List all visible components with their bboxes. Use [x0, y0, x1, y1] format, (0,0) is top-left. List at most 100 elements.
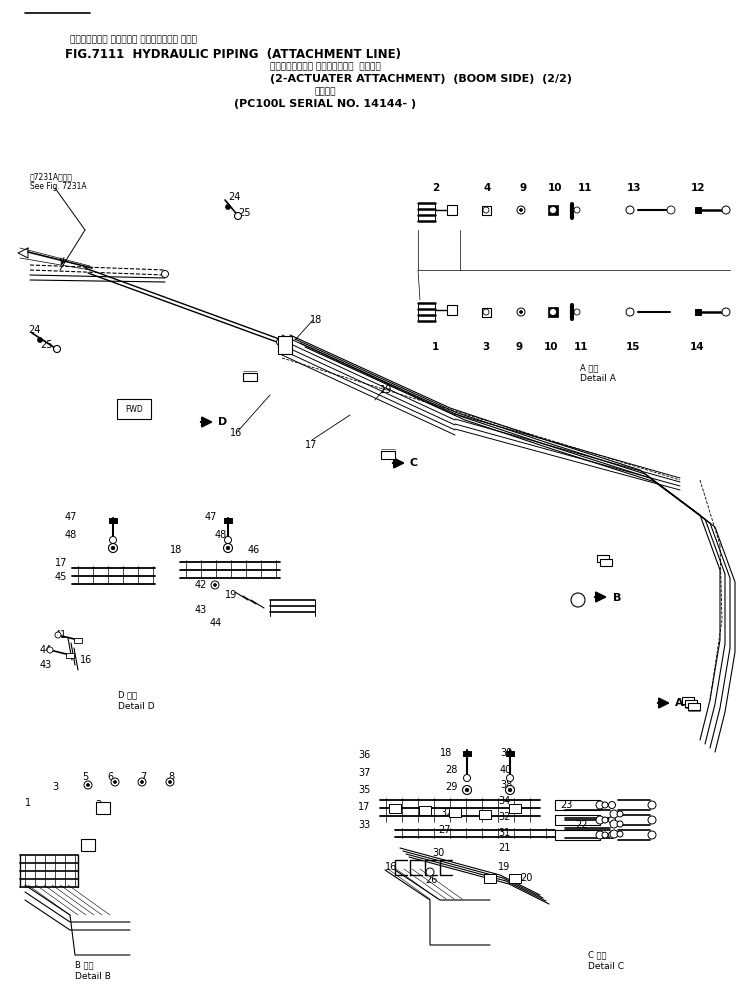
Text: FWD: FWD [125, 405, 143, 414]
Text: 26: 26 [425, 875, 437, 885]
Text: 45: 45 [55, 572, 67, 582]
Circle shape [722, 206, 730, 214]
Text: 22: 22 [575, 820, 588, 830]
Circle shape [138, 778, 146, 786]
Text: 17: 17 [305, 440, 317, 450]
Circle shape [426, 868, 434, 876]
Circle shape [596, 816, 604, 824]
Circle shape [602, 817, 608, 823]
Text: 3: 3 [52, 782, 58, 792]
Bar [600, 559, 612, 566]
Text: 9: 9 [519, 183, 526, 193]
Text: 38: 38 [500, 780, 512, 790]
Text: 第7231A図参照: 第7231A図参照 [30, 172, 73, 181]
Circle shape [648, 816, 656, 824]
Bar [482, 307, 491, 316]
Text: 33: 33 [358, 820, 370, 830]
Bar [96, 802, 110, 814]
Circle shape [517, 308, 525, 316]
Circle shape [463, 785, 471, 795]
Text: 47: 47 [65, 512, 78, 522]
Text: 43: 43 [40, 660, 52, 670]
Circle shape [626, 308, 634, 316]
Text: 9: 9 [516, 342, 523, 352]
Bar [509, 804, 521, 813]
Text: 41: 41 [55, 630, 67, 640]
Circle shape [648, 801, 656, 809]
Text: 5: 5 [82, 772, 88, 782]
Text: Detail B: Detail B [75, 972, 111, 981]
Text: B 詳細: B 詳細 [75, 960, 94, 969]
Circle shape [214, 583, 217, 586]
Text: 19: 19 [225, 590, 237, 600]
Circle shape [109, 544, 118, 553]
Text: 19: 19 [380, 385, 392, 395]
Text: 35: 35 [358, 785, 370, 795]
Circle shape [276, 338, 284, 345]
Text: (PC100L SERIAL NO. 14144- ): (PC100L SERIAL NO. 14144- ) [234, 99, 416, 109]
Text: 30: 30 [432, 848, 444, 858]
Text: 1: 1 [432, 342, 439, 352]
Text: 48: 48 [65, 530, 78, 540]
Bar [66, 653, 74, 658]
Text: C 詳細: C 詳細 [588, 950, 607, 959]
Circle shape [140, 780, 143, 783]
Text: 18: 18 [170, 545, 183, 555]
Circle shape [617, 831, 623, 837]
Text: 7: 7 [140, 772, 146, 782]
Circle shape [520, 310, 522, 313]
Bar [389, 804, 401, 813]
Circle shape [550, 206, 556, 213]
Circle shape [667, 206, 675, 214]
Text: 18: 18 [310, 315, 322, 325]
Text: 11: 11 [574, 342, 588, 352]
Bar [482, 205, 491, 214]
FancyBboxPatch shape [117, 399, 151, 419]
Text: 25: 25 [40, 340, 52, 350]
Circle shape [483, 309, 489, 315]
Circle shape [608, 832, 616, 839]
Bar [447, 205, 457, 215]
Text: 32: 32 [498, 812, 511, 822]
Text: 4: 4 [90, 842, 96, 852]
Circle shape [111, 546, 115, 550]
Bar [224, 518, 232, 523]
Circle shape [114, 780, 117, 783]
Circle shape [520, 208, 522, 211]
Bar [548, 205, 558, 215]
Bar [381, 451, 395, 459]
Circle shape [617, 811, 623, 817]
Text: 24: 24 [228, 192, 240, 202]
Text: 1: 1 [25, 798, 31, 808]
Text: 34: 34 [498, 796, 510, 806]
Text: 20: 20 [520, 873, 532, 883]
Circle shape [109, 537, 117, 544]
Text: C: C [410, 458, 418, 468]
Text: 17: 17 [358, 802, 370, 812]
Bar [685, 700, 697, 707]
Circle shape [596, 801, 604, 809]
Text: 16: 16 [80, 655, 92, 665]
Text: D: D [218, 417, 228, 427]
Text: 44: 44 [210, 618, 222, 628]
Text: 42: 42 [195, 580, 208, 590]
Circle shape [211, 581, 219, 589]
Text: 32: 32 [440, 808, 452, 818]
Text: 16: 16 [385, 862, 398, 872]
Text: D 詳細: D 詳細 [118, 690, 137, 699]
Circle shape [162, 271, 168, 278]
Circle shape [84, 781, 92, 789]
Text: 43: 43 [195, 605, 207, 615]
Bar [463, 750, 471, 755]
Text: 40: 40 [500, 765, 512, 775]
Text: A: A [675, 698, 684, 708]
Bar [695, 309, 701, 315]
Text: Detail D: Detail D [118, 702, 154, 711]
Circle shape [111, 778, 119, 786]
Circle shape [596, 831, 604, 839]
Text: ハイドロリック パイピング アタッチメント ライン: ハイドロリック パイピング アタッチメント ライン [70, 35, 197, 44]
Bar [74, 637, 82, 642]
Text: 31: 31 [498, 828, 510, 838]
Text: 28: 28 [445, 765, 457, 775]
Circle shape [55, 632, 61, 638]
